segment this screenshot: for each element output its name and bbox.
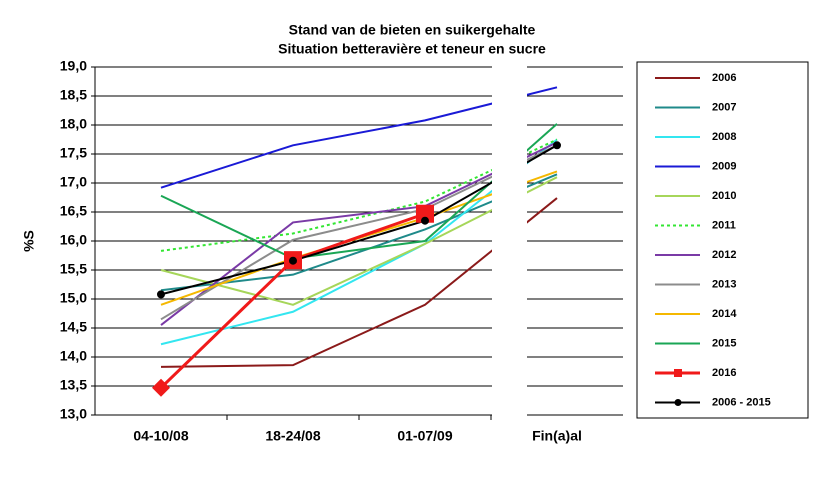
series-line xyxy=(160,144,558,321)
y-tick-label: 13,5 xyxy=(60,377,87,393)
legend-label: 2016 xyxy=(712,367,736,379)
y-tick-label: 16,5 xyxy=(60,203,87,219)
legend-label: 2010 xyxy=(712,190,736,202)
marker xyxy=(553,141,561,150)
legend-marker xyxy=(674,369,682,377)
x-tick-label: 18-24/08 xyxy=(265,428,320,444)
series-line xyxy=(160,138,558,252)
y-tick-label: 15,5 xyxy=(60,261,87,277)
legend-box xyxy=(636,61,809,419)
legend-label: 2014 xyxy=(712,308,737,320)
axis-break xyxy=(492,65,527,416)
series-line xyxy=(160,197,558,368)
chart-title: Stand van de bieten en suikergehalte xyxy=(289,22,536,38)
x-tick-label: Fin(a)al xyxy=(532,428,582,444)
marker xyxy=(416,204,434,223)
series-line xyxy=(160,144,558,296)
legend-marker xyxy=(674,399,682,406)
legend-label: 2011 xyxy=(712,219,736,231)
marker xyxy=(289,256,297,265)
legend-label: 2012 xyxy=(712,249,736,261)
series-line xyxy=(160,141,558,326)
series-line xyxy=(160,176,558,306)
y-axis-label: %S xyxy=(21,230,37,252)
legend-label: 2006 - 2015 xyxy=(712,396,771,408)
y-tick-label: 14,0 xyxy=(60,348,87,364)
legend-label: 2013 xyxy=(712,278,736,290)
y-tick-label: 19,0 xyxy=(60,58,87,74)
y-tick-label: 13,0 xyxy=(60,406,87,422)
y-tick-label: 15,0 xyxy=(60,290,87,306)
y-tick-label: 18,0 xyxy=(60,116,87,132)
x-tick-label: 01-07/09 xyxy=(397,428,452,444)
series-line xyxy=(160,138,558,346)
series-line xyxy=(160,86,558,189)
legend-label: 2015 xyxy=(712,337,736,349)
marker xyxy=(152,378,170,397)
y-tick-label: 16,0 xyxy=(60,232,87,248)
y-tick-label: 17,0 xyxy=(60,174,87,190)
marker xyxy=(157,290,165,299)
marker xyxy=(421,216,429,225)
chart-subtitle: Situation betteravière et teneur en sucr… xyxy=(278,41,546,57)
y-tick-label: 14,5 xyxy=(60,319,87,335)
legend: 2006 2007 2008 2009 2010 2011 2012 2013 2014 2015… xyxy=(655,72,771,408)
x-tick-label: 04-10/08 xyxy=(133,428,188,444)
legend-label: 2007 xyxy=(712,101,736,113)
legend-label: 2008 xyxy=(712,131,736,143)
legend-label: 2006 xyxy=(712,72,736,84)
y-tick-label: 17,5 xyxy=(60,145,87,161)
legend-label: 2009 xyxy=(712,160,736,172)
y-tick-label: 18,5 xyxy=(60,87,87,103)
